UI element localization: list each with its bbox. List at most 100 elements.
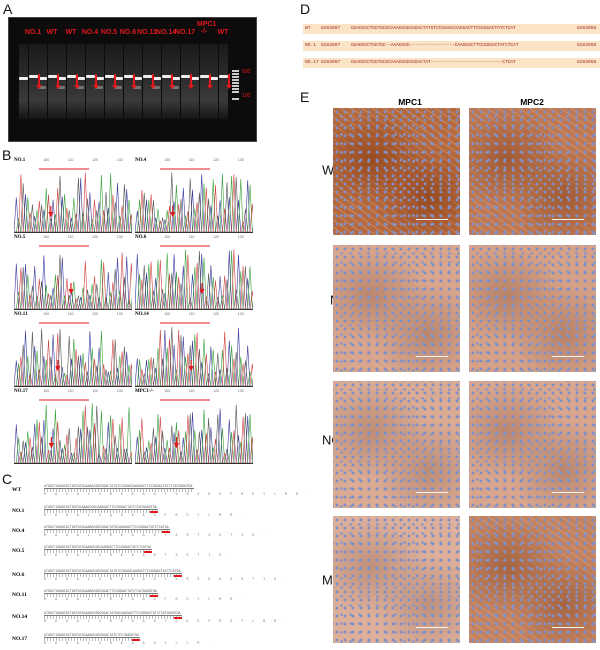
chromatogram: MPC1-/- 100 110 120 130	[135, 389, 253, 465]
marker-band	[232, 85, 239, 87]
arrow-icon	[207, 74, 212, 89]
amino-acid-sequence: M A G A L V R K A A R T S G T I S .	[44, 553, 236, 557]
trace-plot	[14, 322, 132, 387]
marker-band	[232, 70, 239, 72]
sequence-ruler	[44, 615, 182, 619]
ihc-image	[469, 516, 596, 643]
sample-name: WT	[305, 26, 311, 31]
stop-codon-mark	[144, 551, 152, 553]
gel-band-lower	[114, 86, 122, 89]
trace-line	[14, 419, 130, 464]
arrow-icon	[55, 74, 60, 89]
tick-label: 100	[43, 312, 50, 316]
gel-lane	[180, 44, 190, 119]
dna-sequence: ATGGCTGGAGCGCTGGTGCGCAAAGCGGCGGACTTCCGGG…	[44, 589, 157, 593]
gel-lane	[95, 44, 104, 119]
arrow-icon	[131, 74, 136, 89]
gel-band	[161, 75, 171, 78]
gel-band	[85, 75, 95, 78]
arrow-icon	[226, 74, 231, 89]
column-header-mpc1: MPC1	[398, 97, 422, 107]
tick-label: 100	[43, 235, 50, 239]
dna-sequence: ATGGCTGGAGCGCTGGTGCGCAAAGCGGCAAGGACTTCCG…	[44, 545, 151, 549]
aligned-sequence: GGAGCGCTGGTGC--AAAGCGG-----------------C…	[351, 43, 519, 48]
tick-label: 120	[213, 158, 220, 162]
gel-band-lower	[95, 86, 103, 89]
panel-label-c: C	[2, 471, 13, 487]
panel-label-e: E	[300, 89, 310, 105]
gel-lane	[161, 44, 171, 119]
base-ticks: 100 110 120 130	[34, 312, 132, 316]
tick-label: 120	[92, 158, 99, 162]
gel-band	[152, 77, 161, 80]
marker-band	[232, 98, 239, 100]
marker-band	[232, 91, 239, 93]
start-position: 8283897	[321, 26, 341, 31]
gel-band	[142, 75, 152, 78]
alignment-row: NO.1 8283897 GGAGCGCTGGTGC--AAAGCGG-------…	[303, 41, 600, 51]
gel-band	[199, 75, 209, 78]
mutation-arrow-icon	[170, 206, 176, 218]
tick-label: 120	[92, 312, 99, 316]
stop-codon-mark	[150, 595, 158, 597]
scale-bar	[416, 355, 448, 357]
sample-label: MPC1-/-	[135, 389, 154, 394]
gel-band-lower	[171, 86, 179, 89]
arrow-icon	[36, 74, 41, 89]
gel-band	[171, 77, 180, 80]
chromatogram: NO.4 100 110 120 130	[135, 158, 253, 234]
arrow-icon	[74, 74, 79, 89]
trace-plot	[14, 168, 132, 233]
marker-label: 600	[242, 69, 251, 75]
trace-line	[135, 408, 251, 464]
mutation-arrow-icon	[55, 360, 61, 372]
tick-label: 130	[116, 235, 123, 239]
amino-acid-sequence: M A G A L V R K A A D Y A R T S G T I S …	[44, 533, 269, 537]
trace-plot	[14, 399, 132, 464]
panel-label-d: D	[300, 1, 311, 17]
panel-label-a: A	[3, 1, 13, 17]
base-ticks: 100 110 120 130	[155, 312, 253, 316]
tick-label: 120	[213, 389, 220, 393]
start-position: 8283897	[321, 43, 341, 48]
gel-lane	[85, 44, 95, 119]
lane-label: NO.5	[100, 29, 118, 36]
aligned-sequence: GGAGCGCTGGTGCGCAAAGCGGCGGACTATGTCCGGAGCA…	[351, 26, 516, 31]
lane-label: NO.6	[119, 29, 137, 36]
base-ticks: 100 110 120 130	[34, 158, 132, 162]
lane-label: NO.1	[24, 29, 42, 36]
gel-lane	[38, 44, 47, 119]
gel-lane	[209, 44, 218, 119]
sequence-ruler	[44, 549, 152, 553]
gel-band-lower	[38, 86, 46, 89]
tick-label: 120	[92, 389, 99, 393]
gel-band	[76, 77, 85, 80]
gel-band-lower	[76, 86, 84, 89]
dna-sequence: ATGGCTGGAGCGCTGGTGCGCAAAGCGGCGGACTATGTCC…	[44, 484, 193, 488]
chromatogram: NO.11 100 110 120 130	[14, 312, 132, 388]
trace-plot	[135, 322, 253, 387]
tick-label: 130	[116, 312, 123, 316]
end-position: 8283958	[577, 43, 597, 48]
scale-bar	[552, 218, 584, 220]
tick-label: 100	[164, 235, 171, 239]
trace-line	[14, 178, 130, 233]
gel-lane	[218, 44, 228, 119]
sample-label: NO.4	[12, 528, 25, 534]
gel-band	[19, 77, 28, 80]
base-ticks: 100 110 120 130	[155, 389, 253, 393]
lane-label: MPC1 -/-	[197, 21, 217, 35]
sample-name: NO.1	[305, 43, 317, 48]
gel-band	[133, 77, 142, 80]
tick-label: 130	[237, 312, 244, 316]
dna-sequence: ATGGCTGGAGCGCTGGTGCGCAAAGCGGCGGACTATCTCC…	[44, 633, 139, 637]
gel-band-lower	[57, 86, 65, 89]
tick-label: 120	[92, 235, 99, 239]
gel-lane	[199, 44, 209, 119]
lane-label: WT	[65, 29, 77, 36]
aligned-sequence: GGAGCGCTGGTGCGCAAAGCGGCGGACTAT----------…	[351, 60, 516, 65]
gel-band	[218, 75, 228, 78]
mutation-arrow-icon	[188, 360, 194, 372]
base-ticks: 100 110 120 130	[34, 389, 132, 393]
